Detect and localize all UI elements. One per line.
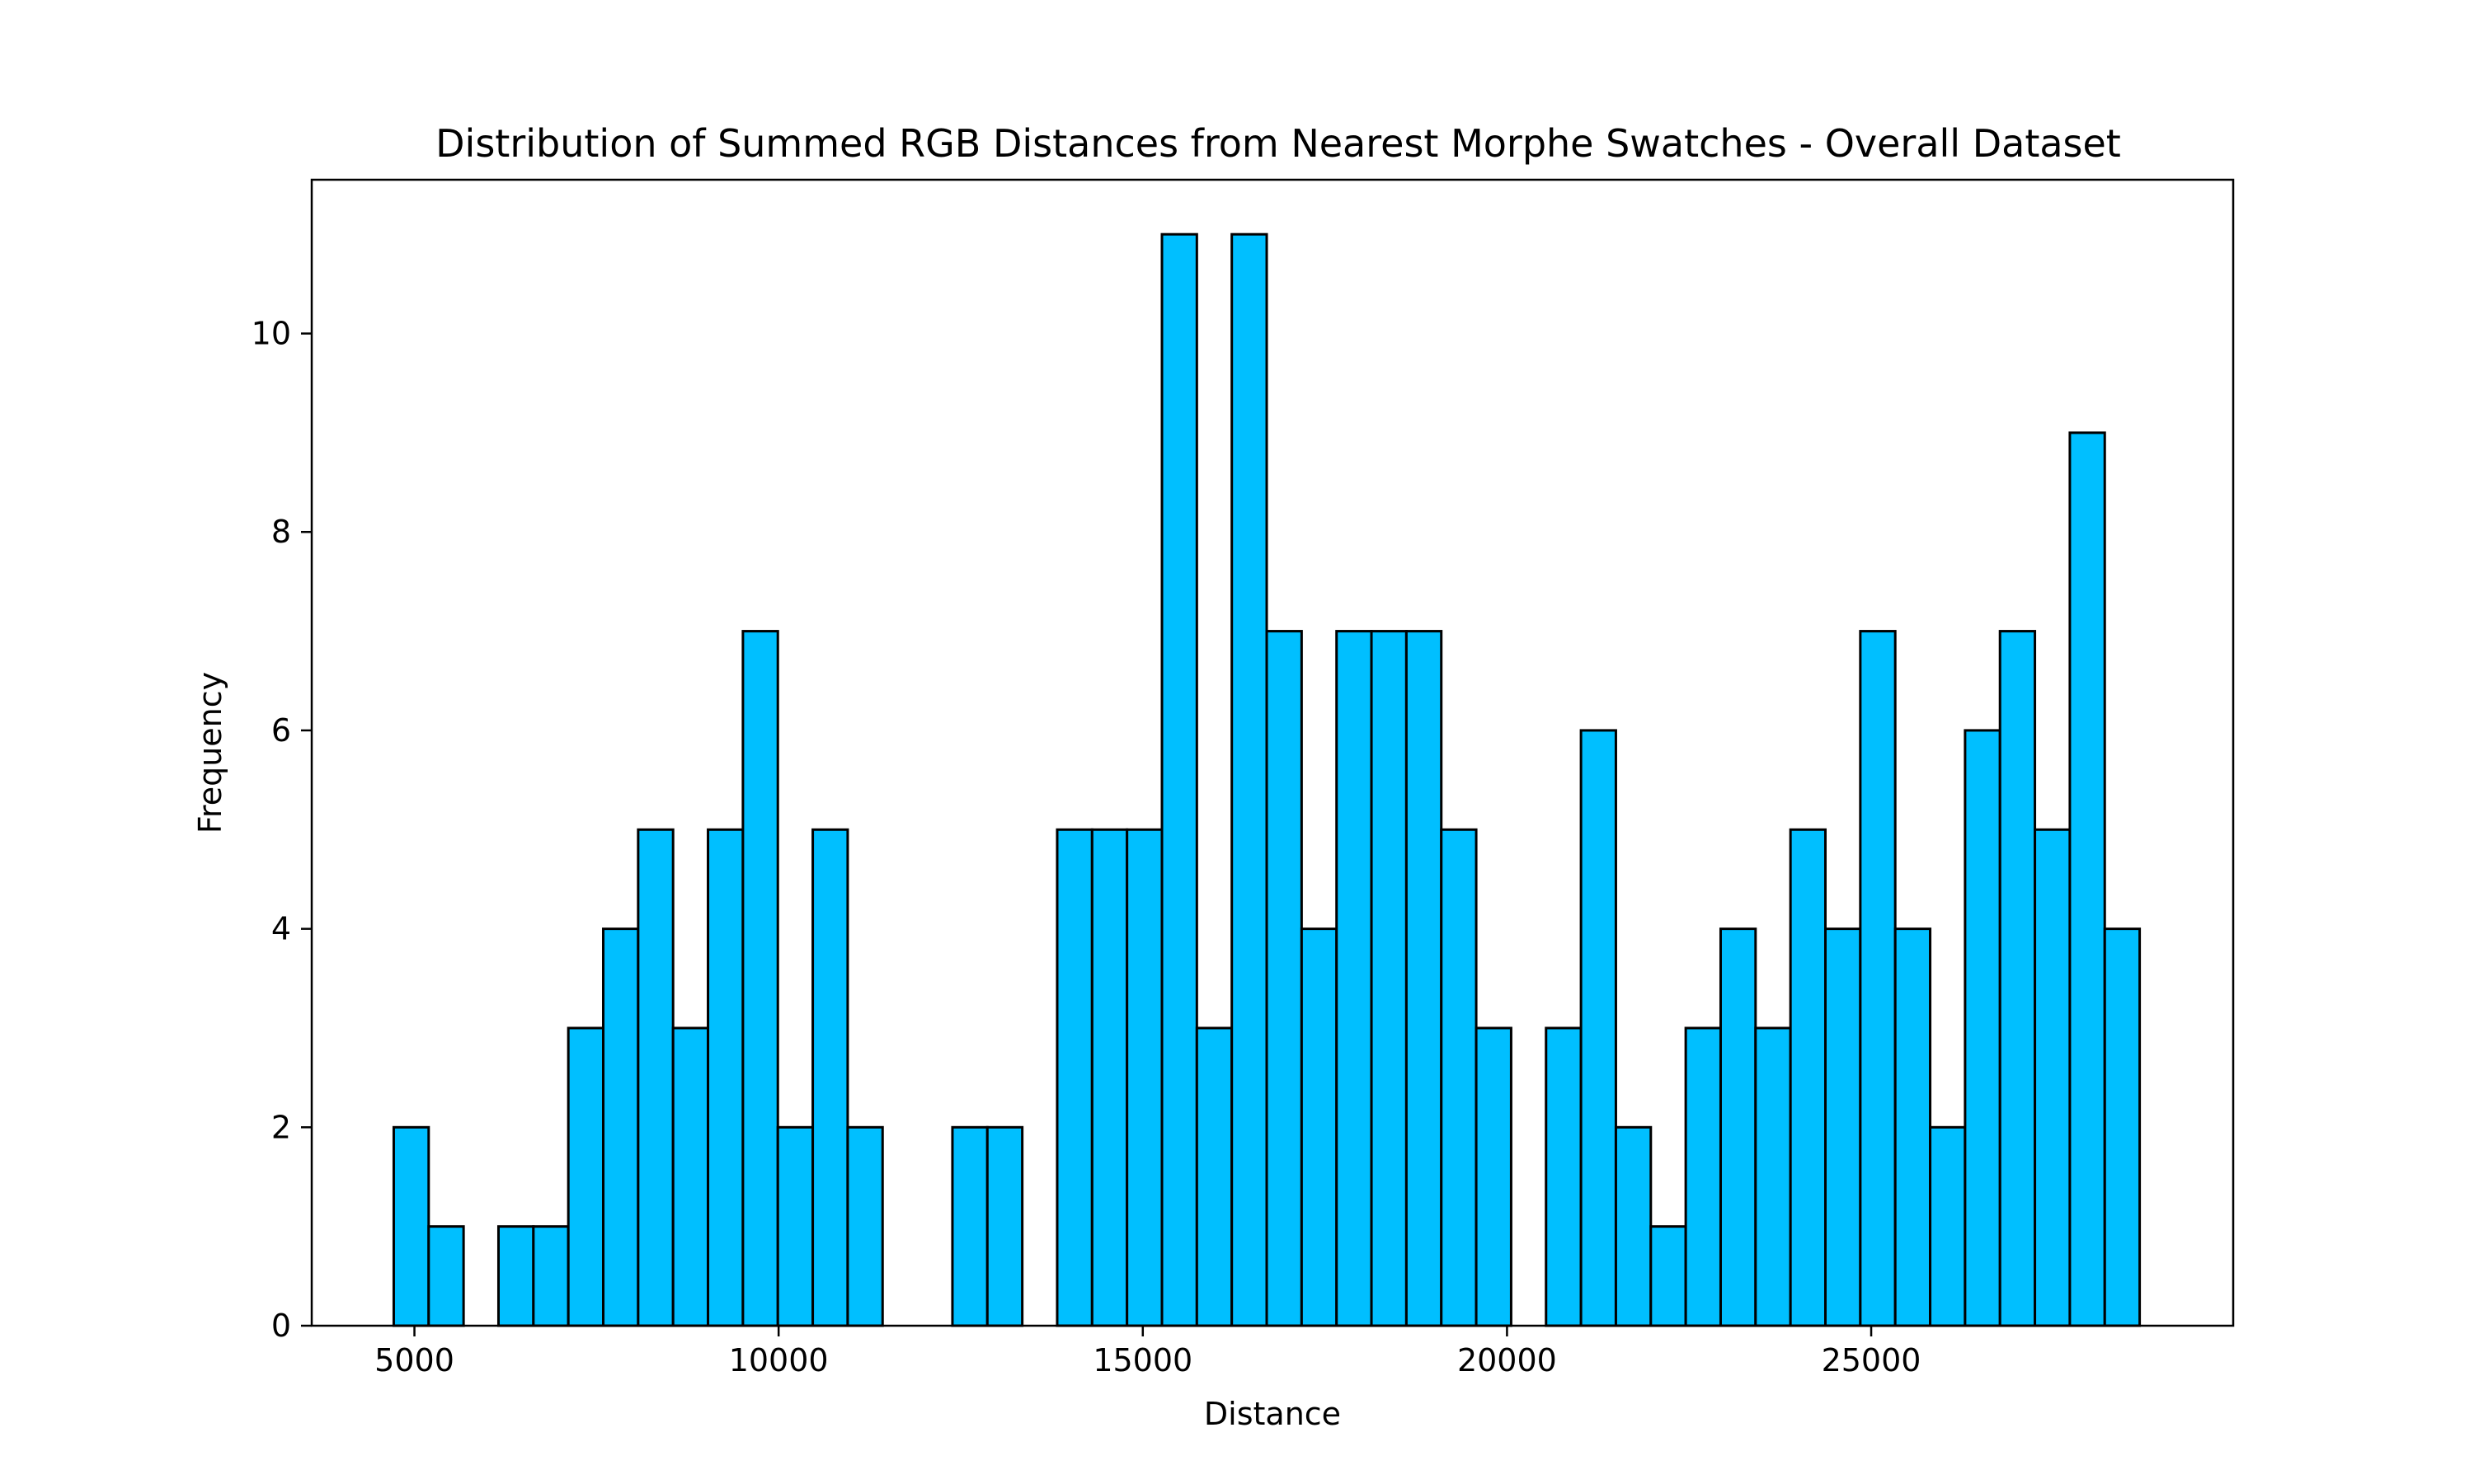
- histogram-bar: [951, 1125, 989, 1327]
- y-axis: 0 2 4 6 8 10: [252, 316, 312, 1344]
- y-tick-label: 2: [271, 1109, 291, 1145]
- histogram-bar: [741, 630, 779, 1327]
- histogram-bar: [1335, 630, 1373, 1327]
- x-axis: 5000 10000 15000 20000 25000: [374, 1326, 1921, 1378]
- histogram-bar: [1300, 928, 1338, 1327]
- histogram-bar: [1929, 1125, 1967, 1327]
- x-tick-label: 25000: [1822, 1342, 1921, 1378]
- histogram-bar: [2034, 828, 2072, 1327]
- histogram-bar: [1684, 1026, 1722, 1327]
- y-tick-label: 8: [271, 514, 291, 550]
- histogram-bar: [1824, 928, 1862, 1327]
- histogram-bar: [1754, 1026, 1792, 1327]
- y-tick-label: 6: [271, 712, 291, 749]
- histogram-bar: [1998, 630, 2037, 1327]
- histogram-bar: [1056, 828, 1094, 1327]
- histogram-bar: [776, 1125, 815, 1327]
- histogram-bar: [1614, 1125, 1653, 1327]
- histogram-bar: [1579, 729, 1617, 1327]
- y-tick-label: 0: [271, 1308, 291, 1344]
- y-tick-label: 4: [271, 911, 291, 947]
- histogram-bar: [532, 1225, 570, 1327]
- chart-title: Distribution of Summed RGB Distances fro…: [435, 121, 2121, 166]
- y-axis-label: Frequency: [192, 672, 228, 834]
- histogram-bar: [2103, 928, 2142, 1327]
- histogram-bar: [985, 1125, 1024, 1327]
- histogram-bar: [1893, 928, 1932, 1327]
- x-axis-label: Distance: [1204, 1396, 1341, 1432]
- histogram-bar: [1649, 1225, 1687, 1327]
- histogram-bar: [1090, 828, 1129, 1327]
- histogram-bar: [671, 1026, 710, 1327]
- histogram-bar: [2068, 431, 2106, 1327]
- x-tick-label: 10000: [729, 1342, 829, 1378]
- y-tick-label: 10: [252, 316, 291, 352]
- histogram-bar: [1195, 1026, 1234, 1327]
- histogram-bar: [1789, 828, 1827, 1327]
- histogram-bar: [1370, 630, 1408, 1327]
- histogram-bar: [1545, 1026, 1583, 1327]
- x-tick-label: 15000: [1093, 1342, 1192, 1378]
- histogram-bar: [707, 828, 745, 1327]
- histogram-bar: [427, 1225, 465, 1327]
- histogram-bar: [1719, 928, 1757, 1327]
- histogram-bar: [1475, 1026, 1512, 1327]
- histogram-bar: [846, 1125, 884, 1327]
- histogram-bar: [1404, 630, 1443, 1327]
- histogram-bar: [496, 1225, 535, 1327]
- histogram-bar: [1964, 729, 2001, 1327]
- histogram-bar: [567, 1026, 605, 1327]
- histogram-bar: [1126, 828, 1164, 1327]
- histogram-bar: [1440, 828, 1478, 1327]
- bars-group: [392, 232, 2142, 1327]
- histogram-bar: [602, 928, 640, 1327]
- histogram-bar: [392, 1125, 430, 1327]
- histogram-bar: [1230, 232, 1268, 1327]
- x-tick-label: 20000: [1457, 1342, 1557, 1378]
- x-tick-label: 5000: [374, 1342, 454, 1378]
- plot-frame: [310, 178, 2235, 1327]
- histogram-bar: [1265, 630, 1303, 1327]
- histogram-bar: [811, 828, 849, 1327]
- histogram-bar: [637, 828, 675, 1327]
- histogram-bar: [1160, 232, 1198, 1327]
- histogram-bar: [1859, 630, 1897, 1327]
